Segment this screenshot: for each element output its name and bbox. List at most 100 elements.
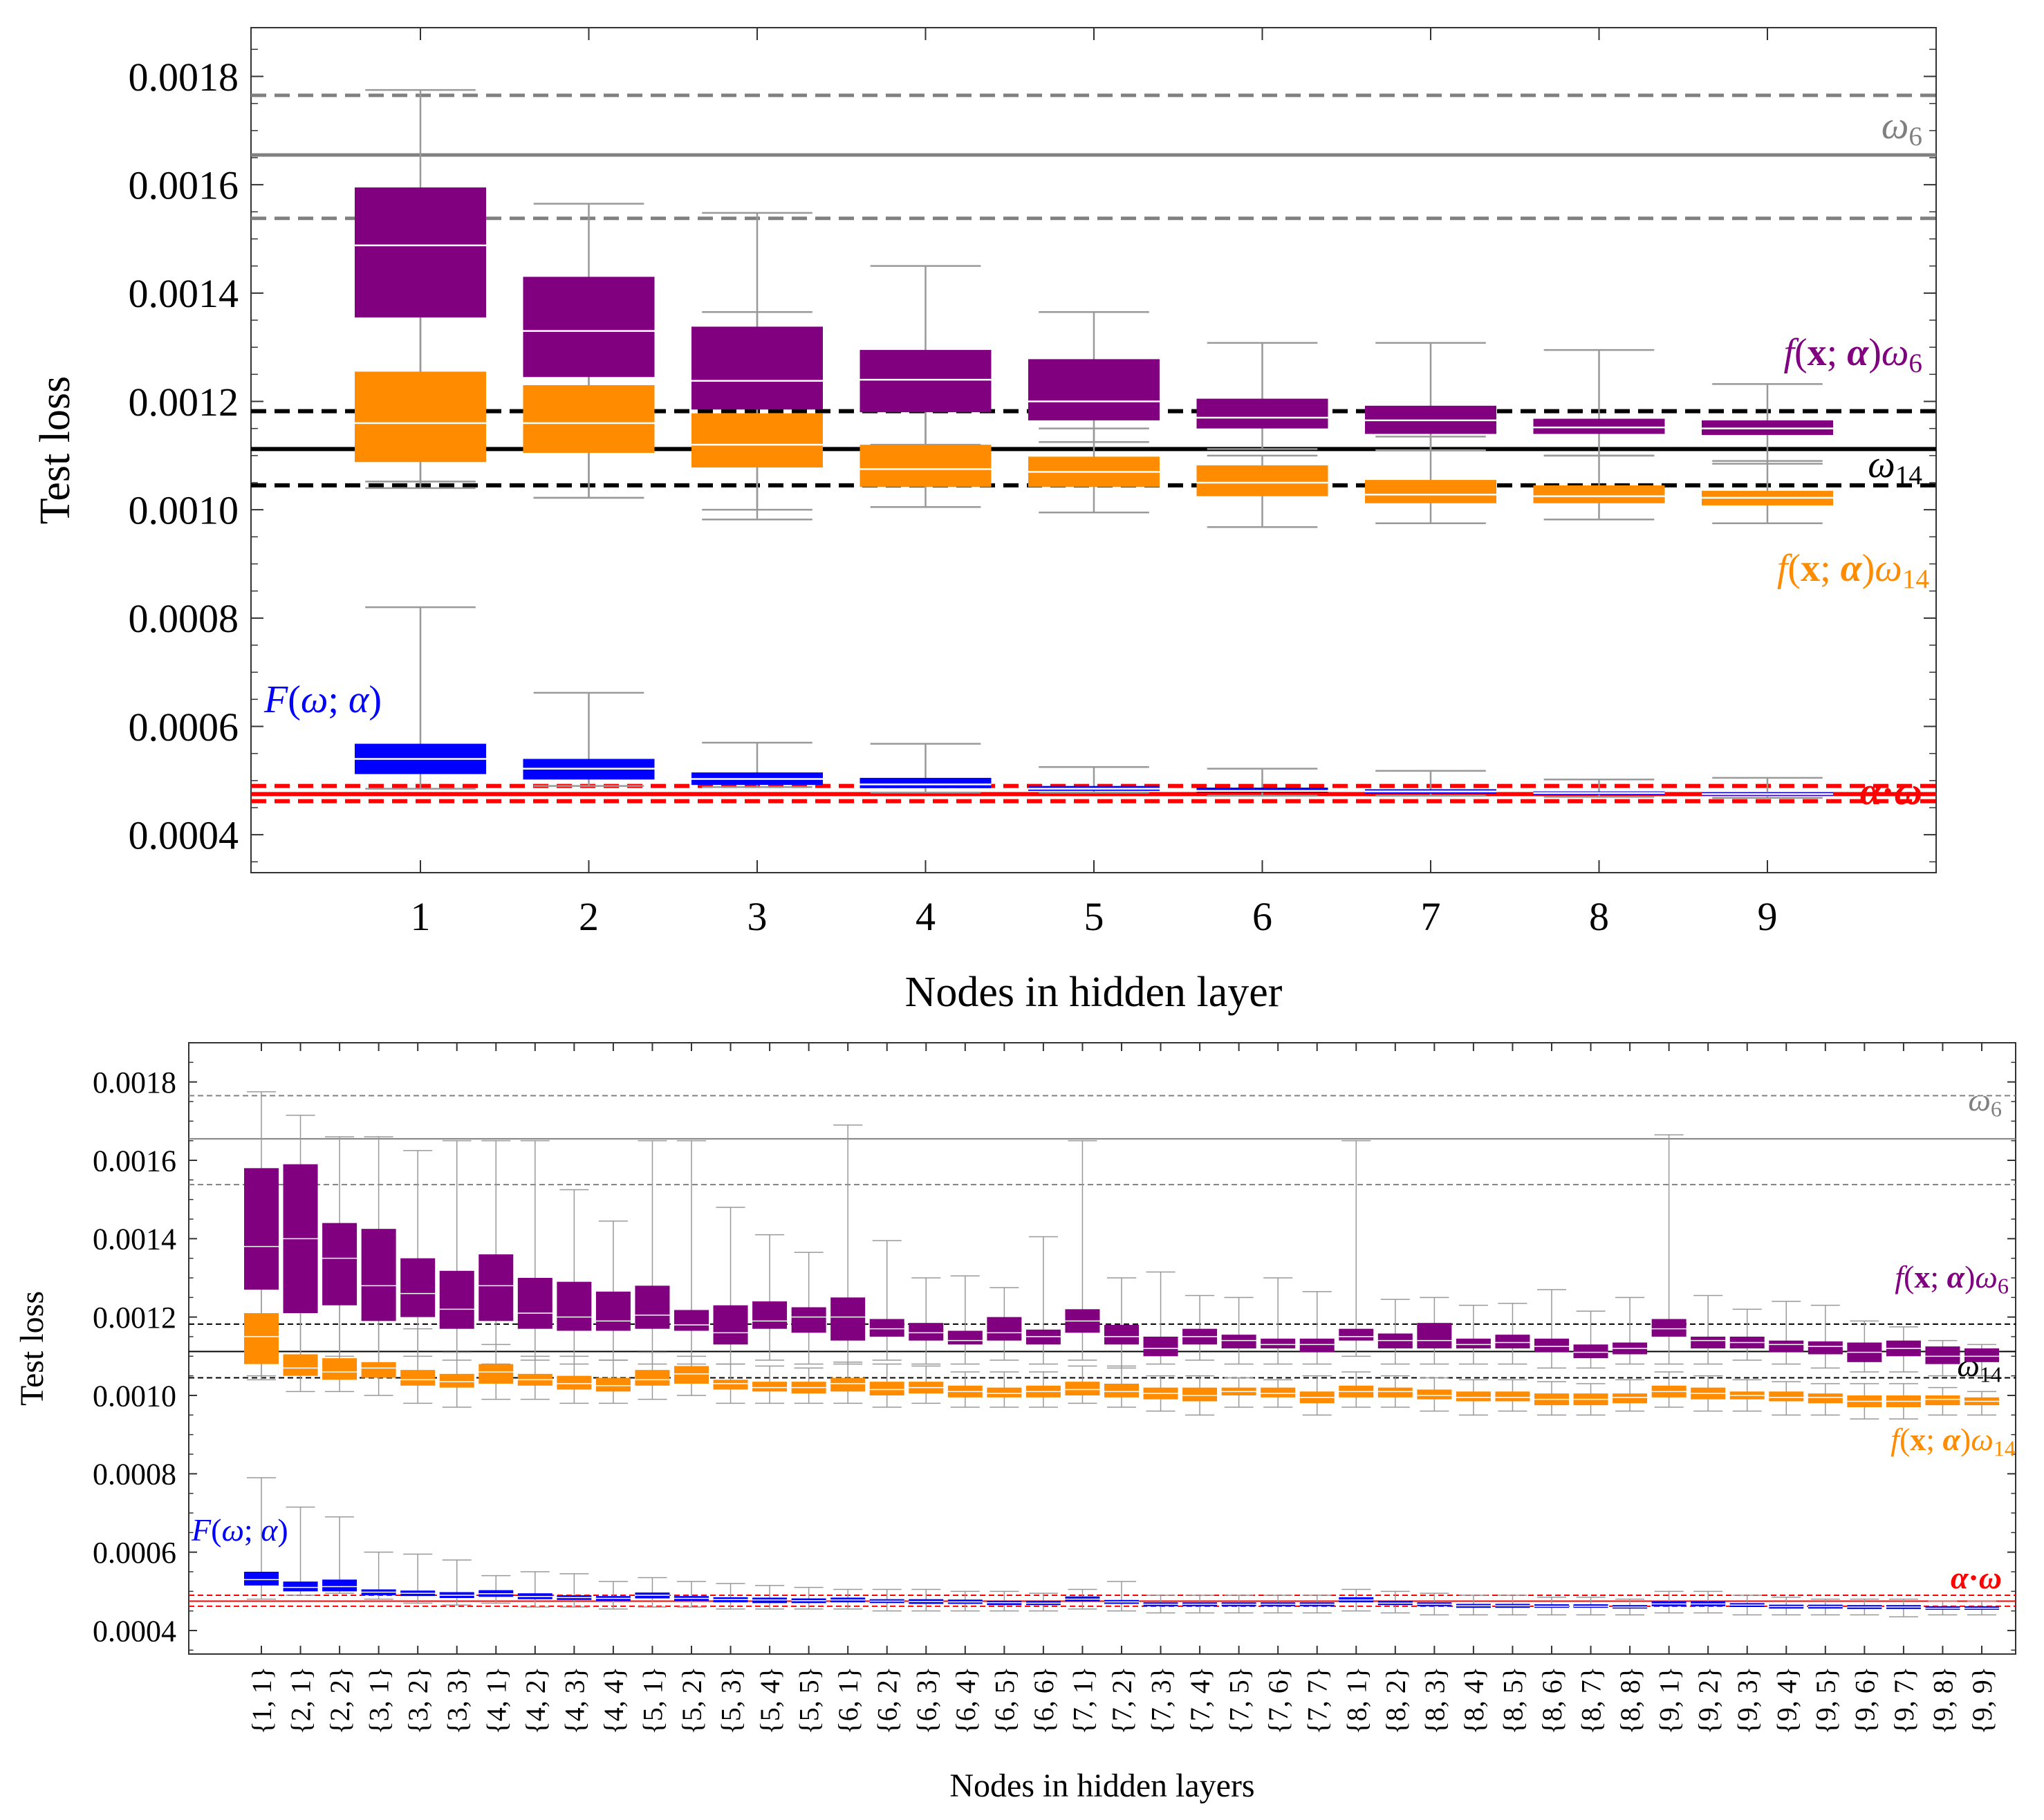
x-tick-label: {2, 2} <box>324 1666 355 1734</box>
x-tick-label: {5, 1} <box>637 1666 668 1734</box>
box-1-5 <box>439 1373 474 1388</box>
chart-panel-2: 0.0004 0.0006 0.0008 0.0010 0.0012 0.0014 0.00… <box>14 1042 2016 1804</box>
x-tick-label: {6, 6} <box>1028 1666 1059 1734</box>
x-tick-label: {9, 7} <box>1888 1666 1920 1734</box>
box-0-16 <box>869 1319 904 1337</box>
box-1-7 <box>1533 485 1665 503</box>
x-tick-label: {4, 2} <box>520 1666 551 1734</box>
x-tick-label: {6, 1} <box>833 1666 864 1734</box>
box-0-30 <box>1417 1323 1452 1348</box>
box-1-19 <box>987 1387 1022 1398</box>
x-tick-label: {8, 1} <box>1341 1666 1372 1734</box>
series-label-F: F(ω; α) <box>191 1512 288 1548</box>
x-tick-label: {9, 2} <box>1693 1666 1724 1734</box>
x-tick-label: {2, 1} <box>286 1666 317 1734</box>
y-tick-label: 0.0014 <box>129 271 239 316</box>
box-0-23 <box>1143 1337 1178 1357</box>
box-1-3 <box>860 445 992 488</box>
x-tick-label: 2 <box>579 894 599 939</box>
box-1-21 <box>1065 1382 1100 1395</box>
box-0-9 <box>595 1291 631 1331</box>
x-tick-label: {9, 3} <box>1732 1666 1763 1734</box>
y-tick-label: 0.0012 <box>129 380 239 425</box>
series-label-f-omega14: f(x; α)ω14 <box>1777 547 1929 594</box>
x-tick-label: {7, 1} <box>1067 1666 1098 1734</box>
box-1-1 <box>283 1354 318 1376</box>
box-1-3 <box>361 1362 396 1378</box>
box-1-24 <box>1182 1387 1218 1402</box>
box-0-7 <box>1533 418 1665 434</box>
series-label-F: F(ω; α) <box>263 678 382 721</box>
x-tick-label: {6, 4} <box>950 1666 981 1734</box>
series-label-f-omega6: f(x; α)ω6 <box>1895 1259 2009 1298</box>
box-0-4 <box>400 1258 436 1317</box>
box-1-35 <box>1613 1393 1648 1404</box>
box-0-36 <box>1651 1319 1687 1337</box>
y-tick-label: 0.0010 <box>129 488 239 532</box>
box-0-32 <box>1495 1335 1530 1348</box>
box-1-26 <box>1261 1387 1296 1398</box>
box-1-30 <box>1417 1389 1452 1400</box>
x-tick-label: {8, 7} <box>1576 1666 1607 1734</box>
ref-label-omega14: ω14 <box>1957 1348 2002 1386</box>
box-0-37 <box>1691 1337 1726 1348</box>
box-0-19 <box>987 1317 1022 1341</box>
x-tick-label: {5, 4} <box>754 1666 786 1734</box>
chart-panel-1: 0.0004 0.0006 0.0008 0.0010 0.0012 0.0014 0.00… <box>32 27 1937 1016</box>
y-tick-label: 0.0010 <box>93 1379 176 1413</box>
series-label-f-omega6: f(x; α)ω6 <box>1783 331 1922 378</box>
x-tick-label: {1, 1} <box>246 1666 277 1734</box>
box-0-25 <box>1221 1335 1256 1348</box>
y-tick-label: 0.0018 <box>129 55 239 100</box>
box-0-27 <box>1299 1338 1335 1353</box>
box-1-10 <box>635 1370 670 1386</box>
box-0-14 <box>791 1307 826 1333</box>
y-tick-label: 0.0016 <box>93 1144 176 1178</box>
x-tick-label: {9, 6} <box>1849 1666 1880 1734</box>
box-2-1 <box>283 1581 318 1592</box>
x-tick-label: {9, 5} <box>1810 1666 1841 1734</box>
x-tick-label: {9, 1} <box>1654 1666 1685 1734</box>
x-tick-label: 3 <box>747 894 768 939</box>
box-0-11 <box>674 1310 709 1331</box>
box-1-39 <box>1769 1391 1804 1402</box>
box-0-5 <box>439 1270 474 1329</box>
box-1-8 <box>557 1375 592 1390</box>
box-1-2 <box>322 1358 357 1380</box>
x-tick-label: 5 <box>1084 894 1104 939</box>
box-0-17 <box>909 1323 944 1341</box>
y-tick-label: 0.0008 <box>129 596 239 641</box>
box-1-2 <box>691 413 823 468</box>
x-tick-label: {3, 1} <box>364 1666 395 1734</box>
x-tick-label: {5, 5} <box>794 1666 825 1734</box>
box-0-13 <box>752 1301 788 1329</box>
x-tick-label: 9 <box>1758 894 1778 939</box>
y-tick-label: 0.0004 <box>129 813 239 857</box>
box-0-1 <box>523 277 655 378</box>
box-2-0 <box>244 1572 279 1586</box>
box-0-43 <box>1925 1346 1960 1364</box>
box-1-11 <box>674 1366 709 1384</box>
ref-label-omega6: ω6 <box>1882 104 1922 151</box>
x-tick-label: {6, 5} <box>989 1666 1020 1734</box>
box-0-22 <box>1104 1325 1139 1345</box>
x-axis-label: Nodes in hidden layer <box>905 969 1283 1016</box>
x-tick-label: 1 <box>411 894 431 939</box>
x-tick-label: {9, 4} <box>1771 1666 1802 1734</box>
x-tick-label: {8, 3} <box>1419 1666 1450 1734</box>
box-0-40 <box>1808 1341 1843 1355</box>
x-tick-label: {6, 2} <box>872 1666 903 1734</box>
box-1-0 <box>355 371 486 463</box>
box-0-12 <box>713 1305 748 1345</box>
box-0-26 <box>1261 1338 1296 1348</box>
x-tick-label: {7, 2} <box>1106 1666 1137 1734</box>
x-tick-label: {3, 3} <box>442 1666 473 1734</box>
ref-label-alpha-omega: α·ω <box>1951 1560 2002 1595</box>
y-tick-label: 0.0014 <box>93 1223 176 1256</box>
x-tick-label: 7 <box>1421 894 1441 939</box>
box-0-33 <box>1534 1338 1569 1353</box>
box-0-4 <box>1028 359 1160 420</box>
x-tick-label: {9, 9} <box>1967 1666 1998 1734</box>
box-0-28 <box>1339 1328 1374 1341</box>
box-0-34 <box>1573 1344 1608 1359</box>
